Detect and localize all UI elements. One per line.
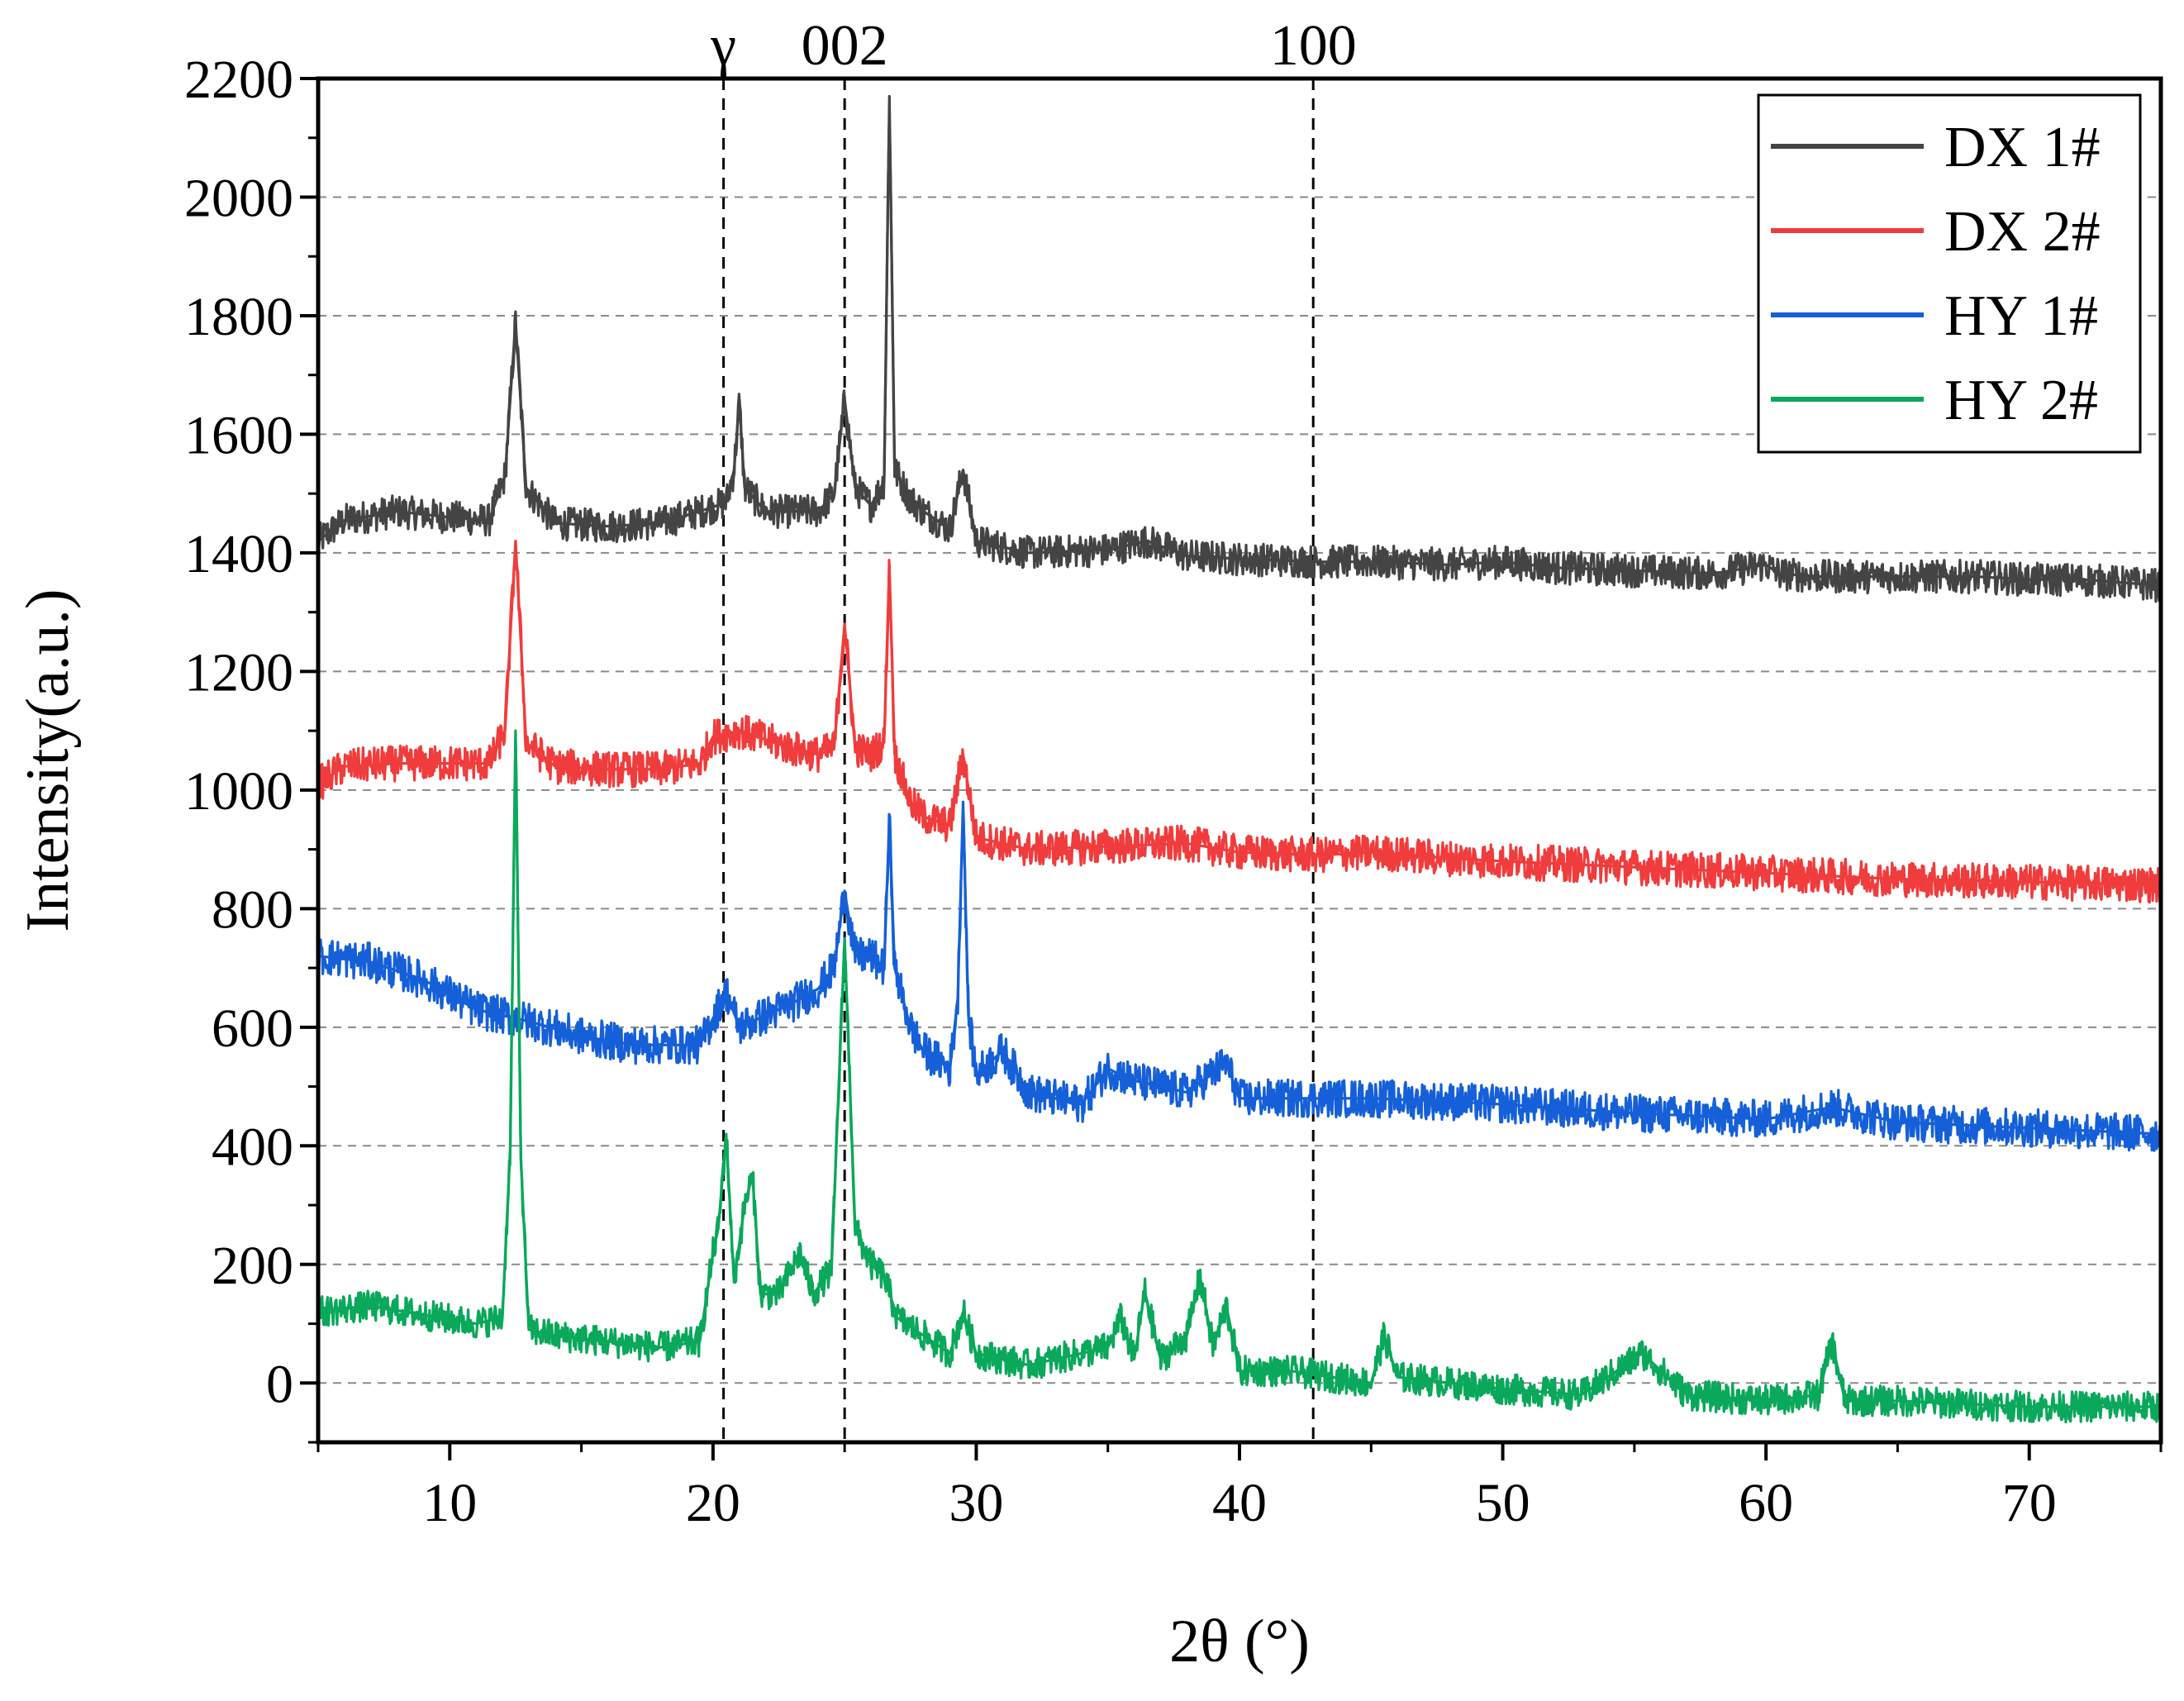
series-envelope-1 bbox=[317, 94, 2162, 587]
legend-label: HY 1# bbox=[1944, 284, 2098, 348]
y-tick-label: 2200 bbox=[184, 50, 293, 110]
reference-line-label: 100 bbox=[1270, 14, 1357, 78]
y-tick-label: 800 bbox=[212, 879, 293, 940]
legend: DX 1# DX 2# HY 1# HY 2# bbox=[1757, 93, 2142, 454]
x-tick-label: 50 bbox=[1476, 1473, 1530, 1533]
y-tick-label: 1800 bbox=[184, 287, 293, 347]
legend-label: DX 1# bbox=[1944, 116, 2101, 179]
y-tick-label: 1400 bbox=[184, 524, 293, 584]
legend-label: DX 2# bbox=[1944, 200, 2101, 264]
x-tick-label: 10 bbox=[422, 1473, 477, 1533]
reference-line-label: γ bbox=[710, 14, 736, 78]
series-line-4 bbox=[316, 736, 2163, 1424]
series-envelope-3 bbox=[317, 800, 2162, 1136]
y-axis-title: Intensity(a.u.) bbox=[14, 588, 82, 932]
reference-lines bbox=[722, 79, 1315, 1442]
x-tick-label: 60 bbox=[1739, 1473, 1793, 1533]
axis-layer: 0200400600800100012001400160018002000220… bbox=[184, 14, 2163, 1533]
series-envelope-4 bbox=[317, 729, 2161, 1408]
series-line-3 bbox=[316, 811, 2163, 1152]
y-tick-label: 200 bbox=[212, 1236, 293, 1296]
x-tick-label: 30 bbox=[949, 1473, 1003, 1533]
y-tick-label: 1600 bbox=[184, 405, 293, 465]
y-tick-label: 400 bbox=[212, 1117, 293, 1177]
x-tick-label: 40 bbox=[1212, 1473, 1267, 1533]
x-tick-label: 20 bbox=[686, 1473, 740, 1533]
y-tick-label: 2000 bbox=[184, 168, 293, 228]
reference-line-label: 002 bbox=[802, 14, 888, 78]
legend-label: HY 2# bbox=[1944, 369, 2098, 432]
x-tick-label: 70 bbox=[2002, 1473, 2057, 1533]
series-layer bbox=[316, 94, 2163, 1424]
legend-box bbox=[1757, 93, 2142, 454]
series-line-2 bbox=[316, 540, 2163, 904]
series-line-1 bbox=[316, 125, 2163, 603]
y-tick-label: 1000 bbox=[184, 761, 293, 822]
series-envelope-2 bbox=[317, 539, 2162, 887]
x-axis-title: 2θ (°) bbox=[1169, 1608, 1310, 1675]
y-tick-label: 1200 bbox=[184, 642, 293, 703]
y-tick-label: 0 bbox=[266, 1354, 293, 1414]
y-tick-label: 600 bbox=[212, 998, 293, 1059]
